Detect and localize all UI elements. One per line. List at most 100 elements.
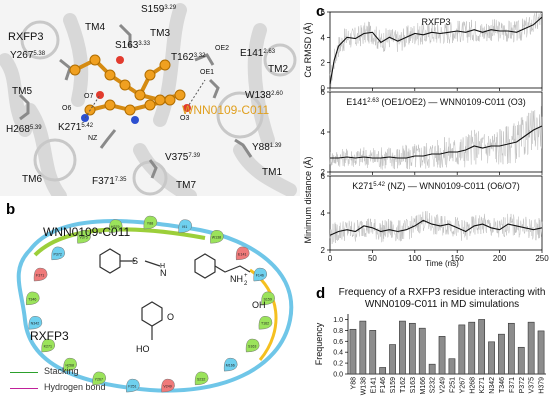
bar-y88 bbox=[349, 328, 357, 375]
bar-y267 bbox=[458, 324, 466, 375]
residue-bubble-label: S163 bbox=[248, 345, 256, 349]
residue-bubble-label: K271 bbox=[44, 345, 52, 349]
bar-category-label: S159 bbox=[390, 377, 397, 393]
residue-h268: H2685.39 bbox=[6, 124, 42, 135]
bar-category-label: H268 bbox=[469, 377, 476, 394]
residue-bubble-label: N342 bbox=[31, 322, 40, 326]
y-tick-label: 4 bbox=[321, 33, 326, 42]
bar-f146 bbox=[379, 367, 387, 375]
x-tick-label: 100 bbox=[408, 254, 422, 263]
residue-bubble bbox=[41, 338, 56, 353]
helix-tm7: TM7 bbox=[176, 180, 196, 191]
subplot-title: E1412.63 (OE1/OE2) — WNN0109-C011 (O3) bbox=[346, 97, 526, 107]
atom-oe1: OE1 bbox=[200, 69, 214, 76]
residue-bubble bbox=[258, 315, 273, 330]
y-tick-label: 0 bbox=[321, 84, 326, 93]
bar-category-label: V375 bbox=[529, 377, 536, 393]
residue-bubble-label: F251 bbox=[128, 385, 136, 389]
bar-category-label: M166 bbox=[420, 377, 427, 395]
residue-bubble-label: M166 bbox=[226, 364, 235, 368]
residue-bubble-label: Y88 bbox=[147, 222, 153, 226]
residue-bubble-label: V249 bbox=[163, 385, 171, 389]
residue-bubble bbox=[253, 267, 268, 282]
protein-label: RXFP3 bbox=[8, 31, 43, 43]
bar-t162 bbox=[399, 320, 406, 375]
residue-bubble bbox=[28, 315, 43, 330]
residue-y88: Y881.39 bbox=[252, 142, 282, 153]
panel-b-diagram: Y88 I91 W138 E141 F146 S159 T162 S163 M166 S232 V2… bbox=[16, 215, 294, 393]
atom-o: O bbox=[167, 312, 174, 322]
bar-k271 bbox=[478, 319, 486, 375]
residue-bubble bbox=[161, 378, 175, 393]
bar-e141 bbox=[369, 330, 377, 375]
residue-bubble bbox=[63, 357, 77, 372]
atom-nz: NZ bbox=[88, 135, 98, 142]
residue-bubble-label: S232 bbox=[197, 377, 205, 381]
legend-stacking-label: Stacking bbox=[44, 366, 79, 376]
residue-bubble bbox=[261, 291, 275, 306]
residue-bubble-label: T346 bbox=[28, 297, 36, 301]
panel-a-structure: RXFP3 TM4 TM3 TM2 TM5 TM6 TM7 TM1 S1593.… bbox=[0, 0, 300, 196]
atom-h: H bbox=[160, 263, 165, 270]
panel-b-label: b bbox=[6, 201, 16, 218]
residue-k271: K2715.42 bbox=[58, 122, 94, 133]
residue-bubble bbox=[126, 378, 140, 393]
y-tick-label: 2 bbox=[321, 59, 326, 68]
y-tick-label: 6 bbox=[321, 88, 326, 97]
residue-bubble-label: H379 bbox=[111, 225, 120, 229]
y-tick-label: 6 bbox=[321, 172, 326, 181]
y-tick-label: 2 bbox=[321, 168, 326, 177]
residue-w138: W1382.60 bbox=[245, 90, 283, 101]
bar-category-label: T346 bbox=[499, 377, 506, 393]
helix-tm1: TM1 bbox=[262, 167, 282, 178]
helix-tm5: TM5 bbox=[12, 86, 32, 97]
residue-y267: Y2675.38 bbox=[10, 50, 46, 61]
residue-bubble bbox=[223, 357, 238, 372]
helix-tm6: TM6 bbox=[22, 174, 42, 185]
residue-bubble bbox=[25, 291, 40, 306]
residue-bubble bbox=[245, 338, 260, 353]
bar-category-label: K271 bbox=[479, 377, 486, 393]
y-tick-label: 4 bbox=[321, 209, 326, 218]
residue-bubble-label: H268 bbox=[65, 364, 74, 368]
subplot-title: K2715.42 (NZ) — WNN0109-C011 (O6/O7) bbox=[352, 181, 520, 191]
residue-bubble-label: F371 bbox=[36, 274, 44, 278]
bar-v375 bbox=[527, 321, 535, 375]
bar-n342 bbox=[488, 341, 495, 375]
residue-bubble-label: E141 bbox=[238, 252, 246, 256]
residue-bubble-label: P372 bbox=[54, 252, 62, 256]
raw-series-line bbox=[329, 12, 543, 88]
residue-bubble-label: S159 bbox=[263, 297, 271, 301]
raw-series-line bbox=[329, 106, 543, 170]
bar-chart-title-line2: WNN0109-C011 in MD simulations bbox=[365, 299, 519, 310]
protein-label-b: RXFP3 bbox=[30, 329, 69, 343]
residue-e141: E1412.63 bbox=[240, 48, 276, 59]
bar-f371 bbox=[507, 322, 515, 375]
bar-category-label: F371 bbox=[509, 377, 516, 393]
y-tick-label: 0.4 bbox=[333, 350, 343, 357]
plot-frame bbox=[329, 11, 543, 89]
y-tick-label: 4 bbox=[321, 128, 326, 137]
bar-category-label: T162 bbox=[400, 377, 407, 393]
residue-bubble bbox=[33, 267, 48, 282]
y-tick-label: 1.0 bbox=[333, 317, 343, 324]
bar-h268 bbox=[468, 321, 476, 375]
helix-tm4: TM4 bbox=[85, 22, 105, 33]
residue-bubble bbox=[194, 371, 209, 386]
bar-category-label: S163 bbox=[410, 377, 417, 393]
bar-category-label: Y267 bbox=[459, 377, 466, 393]
x-tick-label: 200 bbox=[493, 254, 507, 263]
x-tick-label: 0 bbox=[328, 254, 333, 263]
bar-s159 bbox=[389, 344, 396, 375]
atom-o6: O6 bbox=[62, 105, 71, 112]
bar-category-label: S232 bbox=[430, 377, 437, 393]
bar-category-label: N342 bbox=[489, 377, 496, 394]
smoothed-series-line bbox=[329, 16, 543, 85]
atom-ho: HO bbox=[136, 344, 150, 354]
bar-category-label: E141 bbox=[370, 377, 377, 393]
y-tick-label: 0.6 bbox=[333, 339, 343, 346]
residue-t162: T1623.32 bbox=[171, 52, 206, 63]
ligand-label-a: WNN0109-C011 bbox=[182, 103, 269, 117]
atom-nh: NH bbox=[230, 274, 243, 284]
